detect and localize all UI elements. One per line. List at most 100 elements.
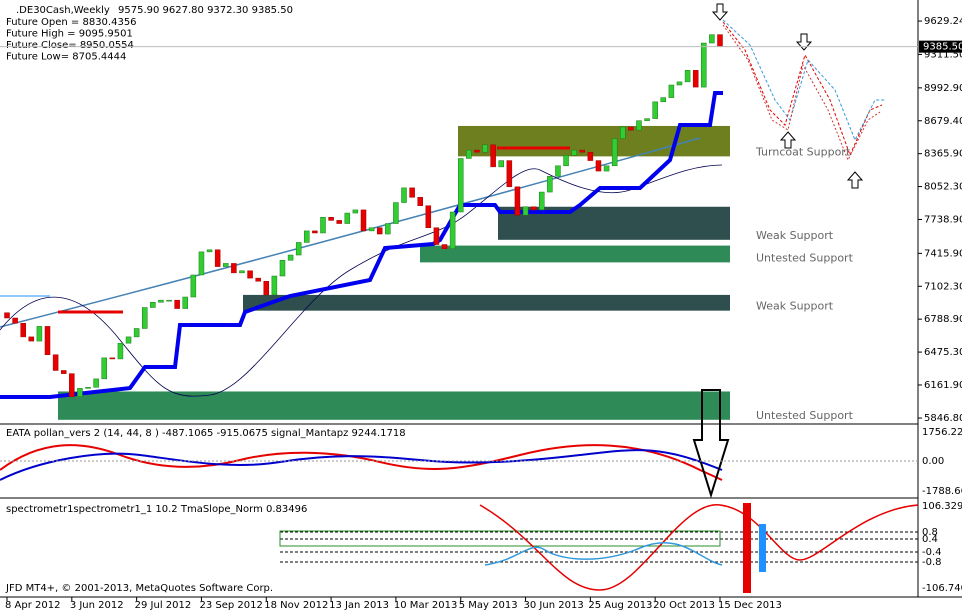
candle-body bbox=[628, 126, 634, 131]
x-tick-label: 8 Apr 2012 bbox=[5, 600, 60, 611]
step-trend-line bbox=[0, 91, 723, 399]
candle-body bbox=[636, 120, 642, 131]
candle-body bbox=[449, 211, 456, 249]
candle-body bbox=[304, 230, 310, 243]
candle-body bbox=[174, 299, 180, 309]
candle-body bbox=[466, 149, 472, 159]
candle-body bbox=[198, 251, 205, 276]
candle-body bbox=[295, 242, 302, 256]
candle-body bbox=[133, 328, 140, 338]
candle-body bbox=[150, 302, 156, 308]
candle-body bbox=[433, 227, 440, 245]
x-tick-label: 23 Sep 2012 bbox=[199, 600, 262, 611]
big-arrow bbox=[692, 389, 730, 499]
candle-body bbox=[652, 101, 658, 119]
arrow-up bbox=[779, 131, 797, 149]
footer: JFD MT4+, © 2001-2013, MetaQuotes Softwa… bbox=[5, 583, 273, 594]
candle-body bbox=[490, 144, 496, 168]
candle-body bbox=[20, 322, 26, 338]
candle-body bbox=[223, 263, 229, 267]
oscillator-axis: 1756.229 0.00 -1788.665 bbox=[0, 427, 962, 497]
candle-body bbox=[376, 227, 383, 235]
y-tick-label: 1756.229 bbox=[922, 427, 962, 438]
y-tick-label: 0.8 bbox=[922, 527, 938, 538]
candle-body bbox=[611, 138, 618, 167]
y-tick-label: 6161.90 bbox=[924, 380, 962, 391]
zone bbox=[243, 294, 730, 311]
candle-body bbox=[141, 307, 148, 329]
candle-body bbox=[60, 370, 67, 374]
current-price-box bbox=[919, 40, 962, 53]
y-tick-label: 8052.30 bbox=[924, 182, 962, 193]
candle-body bbox=[93, 378, 99, 388]
y-tick-label: 0.4 bbox=[922, 534, 938, 545]
candle-body bbox=[425, 205, 432, 228]
candle-body bbox=[287, 254, 294, 261]
x-tick-label: 20 Oct 2013 bbox=[653, 600, 715, 611]
future-line: Future High = 9095.9501 bbox=[6, 29, 133, 40]
candle-body bbox=[539, 191, 545, 211]
candle-body bbox=[668, 84, 675, 98]
zone-label: Weak Support bbox=[756, 229, 834, 242]
spectrometer-title: spectrometr1spectrometr1_1 10.2 TmaSlope… bbox=[6, 504, 307, 515]
candle-body bbox=[12, 317, 18, 324]
spectrometer-wave bbox=[479, 504, 919, 591]
candle-body bbox=[271, 275, 278, 296]
candle-body bbox=[417, 197, 423, 206]
candle-body bbox=[239, 270, 245, 274]
candle-body bbox=[28, 336, 35, 342]
forecast-line bbox=[722, 24, 881, 162]
candle-body bbox=[109, 357, 116, 360]
candle-body bbox=[474, 149, 480, 153]
y-tick-label: 0.00 bbox=[922, 456, 944, 467]
candle-body bbox=[101, 357, 107, 380]
candle-body bbox=[69, 373, 75, 397]
arrow-down bbox=[711, 3, 729, 21]
oscillator-line bbox=[0, 449, 723, 481]
candle-body bbox=[279, 260, 286, 277]
candle-body bbox=[328, 216, 334, 221]
candle-body bbox=[352, 209, 359, 214]
candle-body bbox=[555, 165, 561, 177]
candle-body bbox=[360, 209, 367, 232]
candle-body bbox=[441, 244, 448, 249]
candle-body bbox=[344, 212, 351, 224]
candle-body bbox=[717, 34, 723, 47]
candle-body bbox=[255, 277, 261, 282]
candle-body bbox=[312, 230, 318, 234]
symbol: .DE30Cash,Weekly bbox=[16, 5, 110, 16]
candle-body bbox=[336, 220, 342, 224]
date-axis: 8 Apr 2012 3 Jun 2012 29 Jul 2012 23 Sep 20… bbox=[5, 597, 782, 611]
current-price-label: 9385.50 bbox=[923, 42, 962, 53]
y-tick-label: 9629.24 bbox=[924, 16, 962, 27]
candle-body bbox=[547, 176, 553, 193]
candle-body bbox=[206, 249, 213, 253]
level-band bbox=[279, 530, 721, 547]
candle-body bbox=[125, 336, 132, 344]
y-tick-label: -1788.665 bbox=[922, 486, 962, 497]
candle-body bbox=[393, 202, 399, 224]
candle-body bbox=[182, 296, 188, 309]
y-tick-label: 7102.30 bbox=[924, 281, 962, 292]
candle-body bbox=[166, 299, 172, 302]
y-tick-label: -0.8 bbox=[922, 557, 942, 568]
arrow-down bbox=[795, 33, 813, 51]
x-tick-label: 15 Dec 2013 bbox=[718, 600, 782, 611]
candle-body bbox=[506, 160, 513, 188]
candle-body bbox=[595, 160, 602, 172]
candle-body bbox=[368, 227, 375, 232]
candles bbox=[4, 34, 723, 397]
x-tick-label: 13 Jan 2013 bbox=[329, 600, 389, 611]
candle-body bbox=[263, 281, 270, 296]
zone bbox=[58, 391, 730, 420]
candle-body bbox=[514, 186, 521, 216]
candle-body bbox=[563, 155, 569, 167]
candle-body bbox=[692, 70, 699, 88]
candle-body bbox=[214, 249, 221, 267]
y-tick-label: 106.3297 bbox=[922, 501, 962, 512]
moving-average bbox=[0, 137, 701, 328]
x-tick-label: 3 Jun 2012 bbox=[70, 600, 124, 611]
candle-body bbox=[482, 144, 488, 153]
candle-body bbox=[498, 160, 504, 168]
